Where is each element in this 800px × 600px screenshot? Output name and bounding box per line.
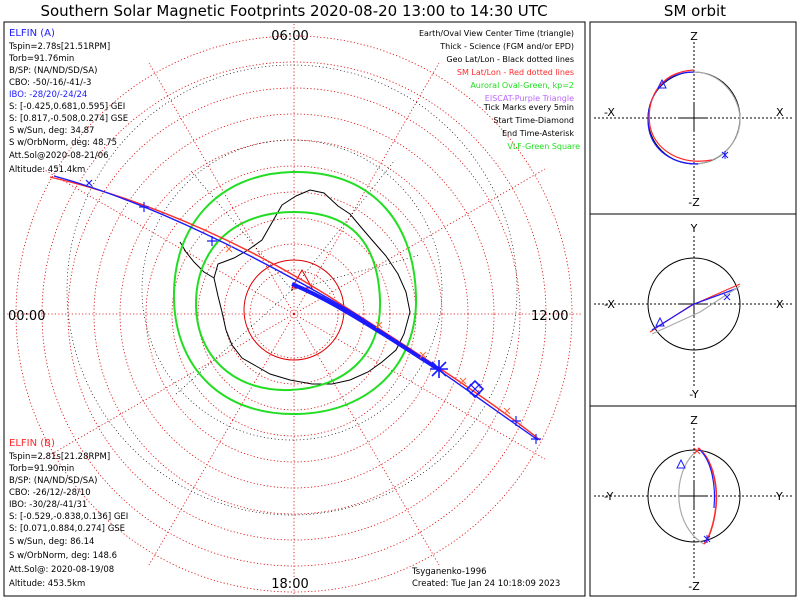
plot-frame bbox=[3, 21, 586, 597]
svg-text:IBO: -30/28/-41/31: IBO: -30/28/-41/31 bbox=[9, 500, 87, 510]
svg-text:Z: Z bbox=[690, 30, 698, 43]
mlt-label-top: 06:00 bbox=[271, 29, 308, 44]
svg-text:Torb=91.76min: Torb=91.76min bbox=[8, 54, 74, 64]
svg-text:S w/Sun, deg: 34.87: S w/Sun, deg: 34.87 bbox=[9, 126, 94, 136]
svg-text:-Y: -Y bbox=[689, 388, 699, 401]
mlt-label-left: 00:00 bbox=[8, 309, 45, 324]
elfin-a-track bbox=[53, 175, 539, 441]
svg-text:Altitude: 451.4km: Altitude: 451.4km bbox=[9, 165, 85, 175]
legend-item: Earth/Oval View Center Time (triangle) bbox=[419, 29, 574, 38]
legend-item: EISCAT-Purple Triangle bbox=[485, 94, 574, 103]
auroral-ovals bbox=[172, 170, 418, 416]
svg-text:-Z: -Z bbox=[688, 580, 700, 593]
svg-text:Tspin=2.78s[21.51RPM]: Tspin=2.78s[21.51RPM] bbox=[8, 42, 110, 52]
model-label: Tsyganenko-1996 bbox=[411, 567, 487, 577]
antarctic-peninsula bbox=[179, 241, 215, 279]
orbit-title: SM orbit bbox=[663, 2, 727, 20]
orbit-panel-frame bbox=[589, 21, 797, 597]
footprint-tracks bbox=[49, 175, 541, 441]
elfin-a-science bbox=[291, 282, 442, 372]
legend-item: Auroral Oval-Green, kp=2 bbox=[470, 81, 574, 90]
legend-item: End Time-Asterisk bbox=[502, 129, 574, 138]
svg-text:CBO: -26/12/-28/10: CBO: -26/12/-28/10 bbox=[9, 488, 91, 498]
svg-text:IBO: -28/20/-24/24: IBO: -28/20/-24/24 bbox=[9, 90, 87, 100]
elfin-b-name: ELFIN (B) bbox=[9, 438, 55, 449]
svg-text:Torb=91.90min: Torb=91.90min bbox=[8, 464, 74, 474]
svg-text:S: [0.071,0.884,0.274] GSE: S: [0.071,0.884,0.274] GSE bbox=[9, 524, 125, 534]
svg-text:Tspin=2.81s[21.28RPM]: Tspin=2.81s[21.28RPM] bbox=[8, 452, 110, 462]
svg-text:Att.Sol@2020-08-21/06: Att.Sol@2020-08-21/06 bbox=[9, 151, 109, 161]
elfin-b-track bbox=[49, 176, 541, 441]
tick-mark bbox=[531, 434, 541, 444]
orbit-panel-yz: Z -Z -Y Y bbox=[594, 414, 792, 593]
svg-text:-X: -X bbox=[604, 298, 615, 311]
tick-mark bbox=[139, 202, 149, 212]
svg-text:Altitude: 453.5km: Altitude: 453.5km bbox=[9, 579, 85, 589]
svg-text:S w/OrbNorm, deg: 48.75: S w/OrbNorm, deg: 48.75 bbox=[9, 138, 117, 148]
legend-item: Thick - Science (FGM and/or EPD) bbox=[439, 42, 574, 51]
legend-item: Tick Marks every 5min bbox=[483, 103, 574, 112]
legend: Earth/Oval View Center Time (triangle) T… bbox=[419, 29, 580, 151]
svg-text:-X: -X bbox=[604, 106, 615, 119]
svg-text:S w/OrbNorm, deg: 148.6: S w/OrbNorm, deg: 148.6 bbox=[9, 551, 117, 561]
orbit-panel-xy: Y -Y -X X bbox=[594, 222, 792, 401]
end-asterisk bbox=[430, 360, 448, 378]
legend-item: SM Lat/Lon - Red dotted lines bbox=[457, 68, 574, 77]
tick-marks bbox=[85, 179, 541, 444]
elfin-b-info: ELFIN (B) Tspin=2.81s[21.28RPM] Torb=91.… bbox=[8, 438, 128, 589]
svg-text:Z: Z bbox=[690, 414, 698, 427]
start-diamond bbox=[465, 379, 485, 399]
svg-text:-Z: -Z bbox=[688, 196, 700, 209]
svg-text:S: [0.817,-0.508,0.274] GSE: S: [0.817,-0.508,0.274] GSE bbox=[9, 114, 128, 124]
tick-mark bbox=[85, 179, 93, 187]
created-label: Created: Tue Jan 24 10:18:09 2023 bbox=[412, 579, 560, 589]
svg-text:Y: Y bbox=[690, 222, 698, 235]
legend-item: Geo Lat/Lon - Black dotted lines bbox=[446, 55, 574, 64]
antarctica-coastline bbox=[213, 189, 411, 385]
legend-item: VLF-Green Square bbox=[507, 142, 580, 151]
geo-grid-lines bbox=[66, 64, 518, 516]
tick-marks-red bbox=[225, 245, 511, 415]
svg-text:S w/Sun, deg: 86.14: S w/Sun, deg: 86.14 bbox=[9, 537, 94, 547]
mlt-label-bottom: 18:00 bbox=[271, 577, 308, 592]
legend-item: Start Time-Diamond bbox=[493, 116, 574, 125]
svg-text:S: [-0.425,0.681,0.595] GEI: S: [-0.425,0.681,0.595] GEI bbox=[9, 102, 125, 112]
elfin-a-info: ELFIN (A) Tspin=2.78s[21.51RPM] Torb=91.… bbox=[8, 28, 128, 175]
elfin-a-name: ELFIN (A) bbox=[9, 28, 55, 39]
svg-text:CBO: -50/-16/-41/-3: CBO: -50/-16/-41/-3 bbox=[9, 78, 91, 88]
svg-text:S: [-0.529,-0.838,0.136] GEI: S: [-0.529,-0.838,0.136] GEI bbox=[9, 512, 128, 522]
tick-mark bbox=[207, 236, 217, 246]
page-title: Southern Solar Magnetic Footprints 2020-… bbox=[40, 2, 548, 20]
tick-mark bbox=[511, 416, 521, 426]
svg-text:B/SP: (NA/ND/SD/SA): B/SP: (NA/ND/SD/SA) bbox=[9, 66, 97, 76]
orbit-panel-xz: Z -Z -X X bbox=[594, 30, 792, 209]
svg-text:X: X bbox=[776, 106, 784, 119]
svg-text:Att.Sol@: 2020-08-19/08: Att.Sol@: 2020-08-19/08 bbox=[9, 565, 114, 575]
svg-text:B/SP: (NA/ND/SD/SA): B/SP: (NA/ND/SD/SA) bbox=[9, 476, 97, 486]
mlt-label-right: 12:00 bbox=[531, 309, 568, 324]
svg-text:-Y: -Y bbox=[604, 490, 614, 503]
